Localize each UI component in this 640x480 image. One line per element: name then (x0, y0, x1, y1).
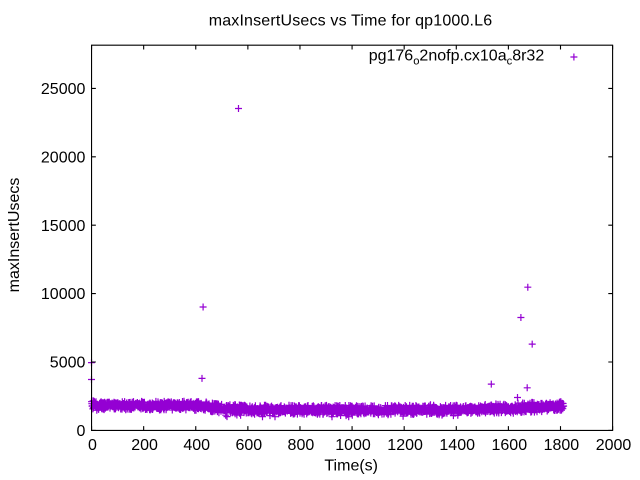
svg-text:Time(s): Time(s) (324, 458, 378, 475)
svg-text:1000: 1000 (335, 437, 371, 454)
svg-text:200: 200 (131, 437, 158, 454)
svg-text:1600: 1600 (492, 437, 528, 454)
svg-text:maxInsertUsecs: maxInsertUsecs (6, 178, 23, 293)
svg-text:10000: 10000 (41, 286, 86, 303)
svg-text:15000: 15000 (41, 218, 86, 235)
svg-text:0: 0 (88, 437, 97, 454)
svg-text:1200: 1200 (387, 437, 423, 454)
svg-text:25000: 25000 (41, 81, 86, 98)
svg-text:pg176o2nofp.cx10ac8r32: pg176o2nofp.cx10ac8r32 (369, 47, 545, 67)
svg-text:5000: 5000 (50, 355, 86, 372)
svg-text:2000: 2000 (596, 437, 632, 454)
svg-text:400: 400 (183, 437, 210, 454)
svg-text:1400: 1400 (439, 437, 475, 454)
svg-text:800: 800 (288, 437, 315, 454)
svg-text:maxInsertUsecs vs Time for qp1: maxInsertUsecs vs Time for qp1000.L6 (209, 13, 493, 30)
svg-text:0: 0 (76, 423, 85, 440)
svg-text:20000: 20000 (41, 149, 86, 166)
svg-text:600: 600 (235, 437, 262, 454)
svg-text:1800: 1800 (544, 437, 580, 454)
